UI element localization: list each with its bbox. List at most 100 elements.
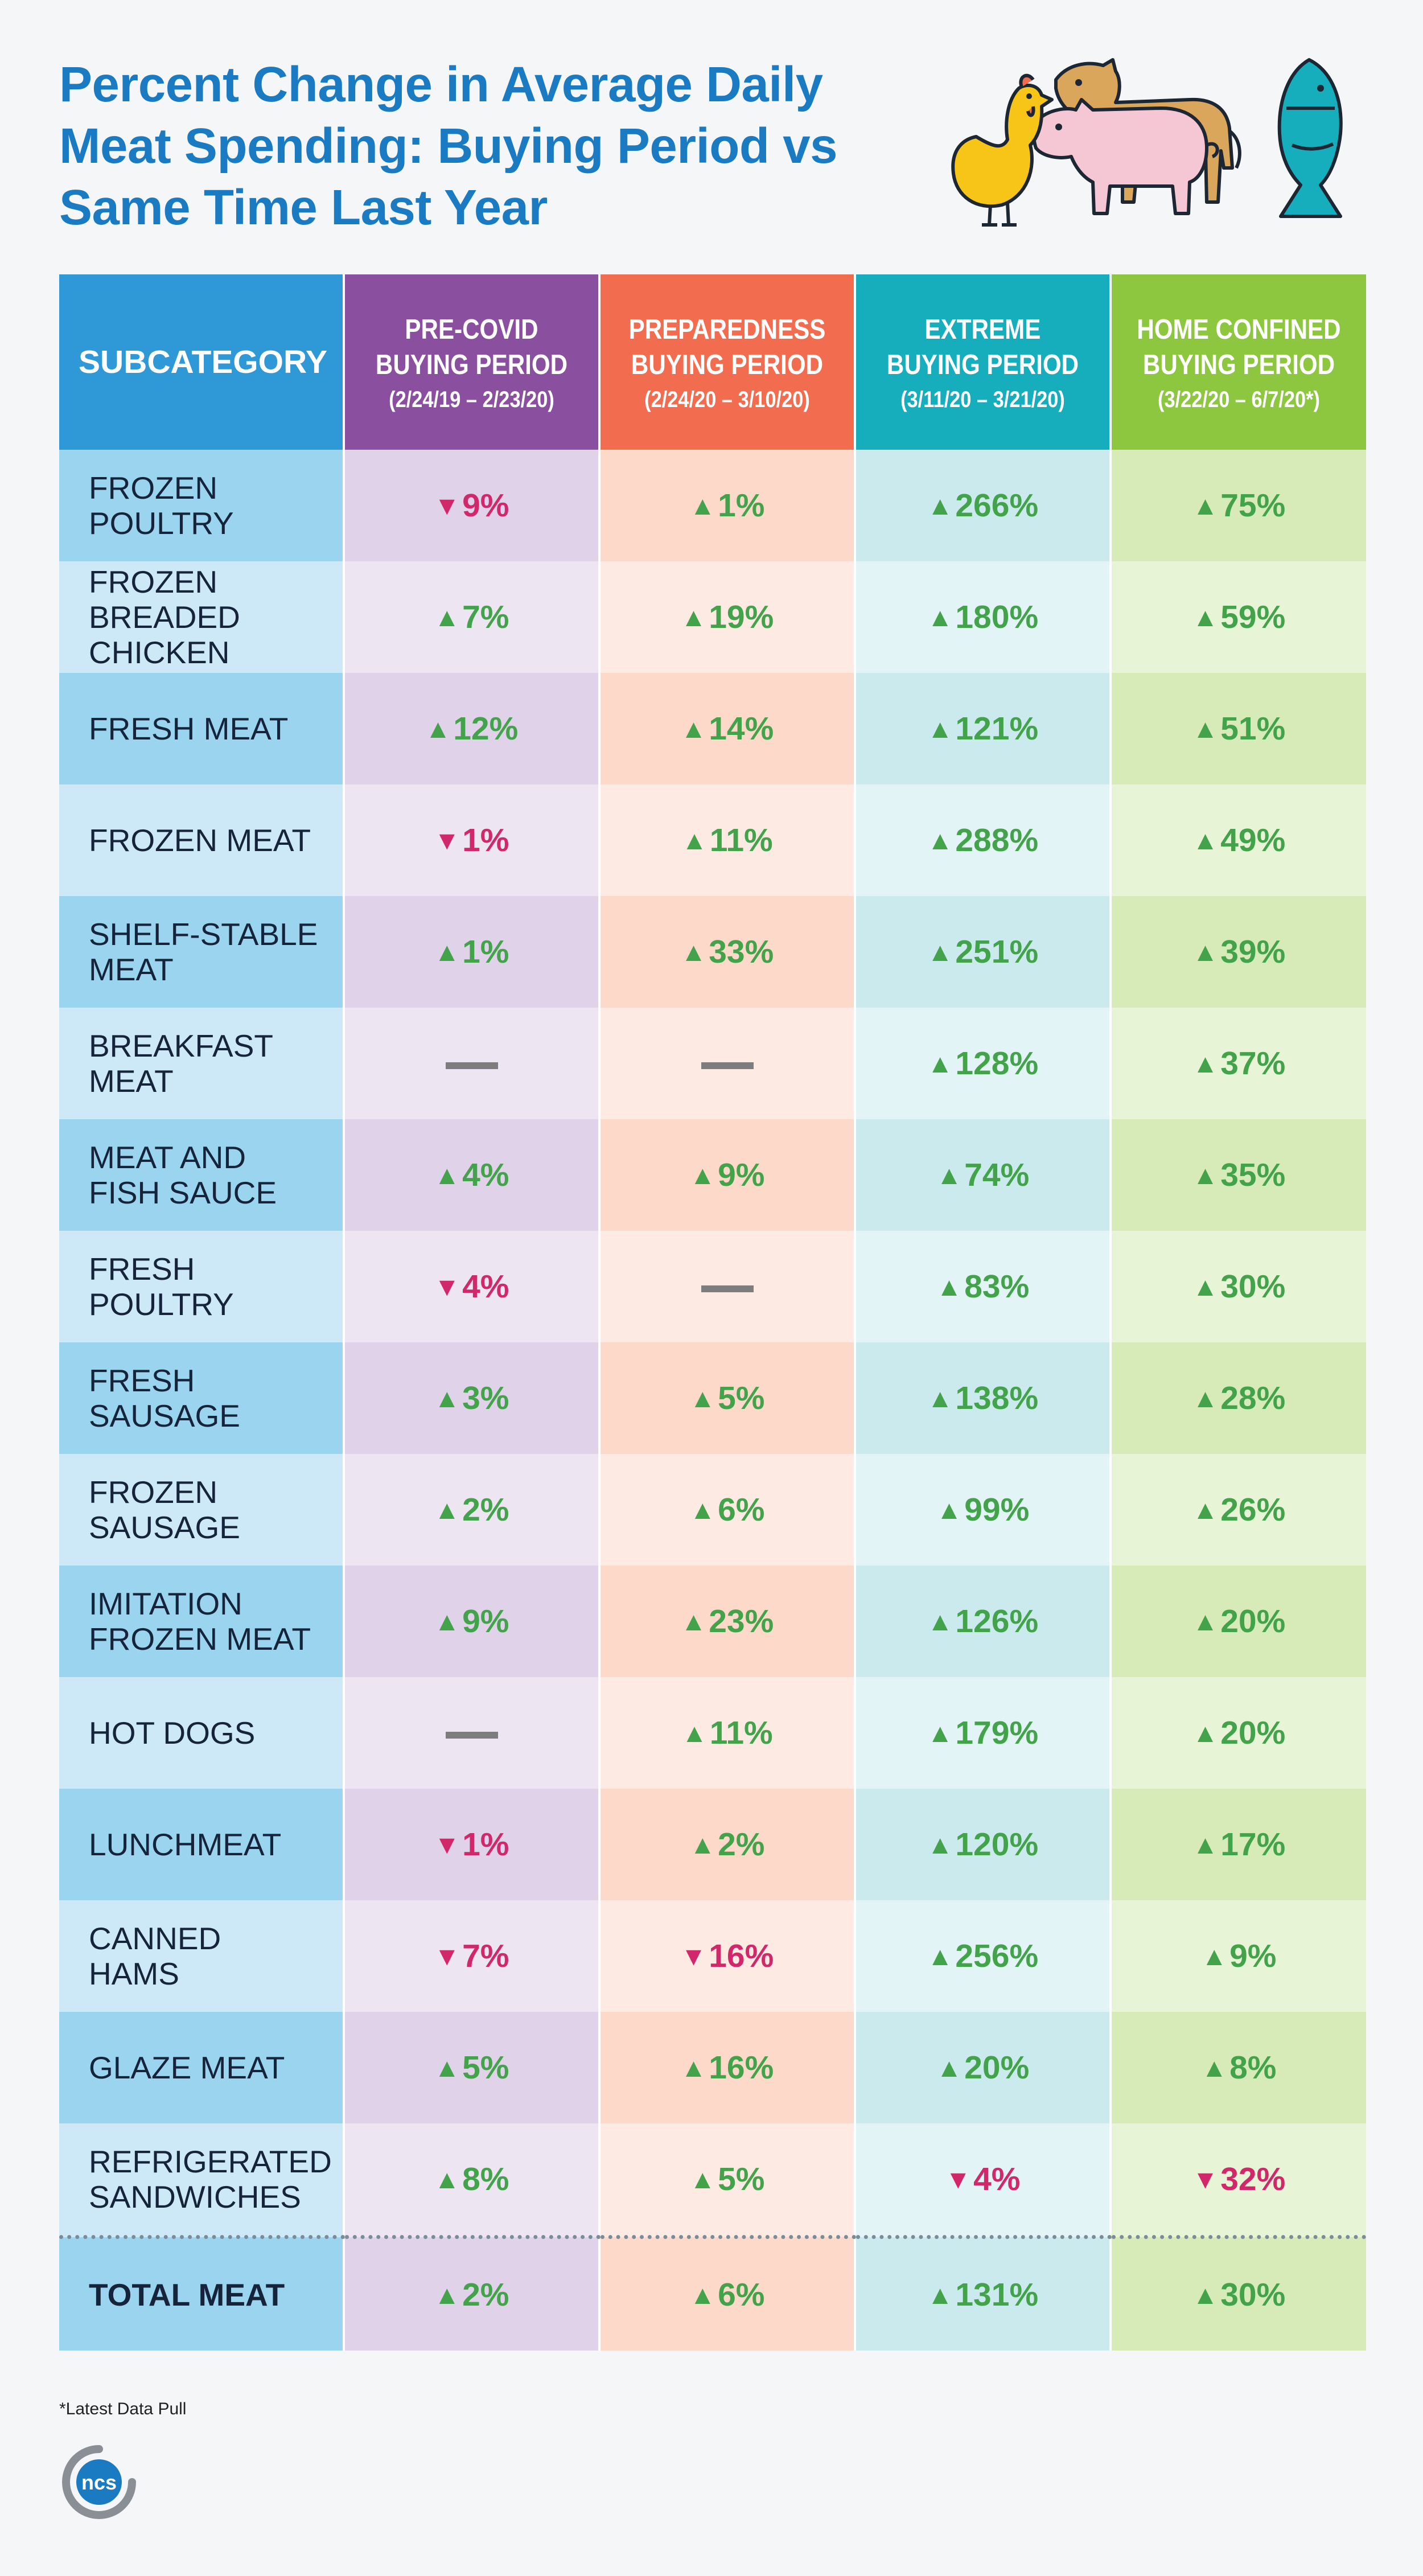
table-row: REFRIGERATED SANDWICHES ▲8% ▲5% ▼4% ▼32% — [59, 2123, 1366, 2237]
triangle-up-icon: ▲ — [425, 714, 451, 743]
period-name-line2: BUYING PERIOD — [1142, 349, 1335, 380]
subcategory-label-line: FRESH — [89, 1251, 195, 1287]
value-cell — [599, 1008, 856, 1119]
value-text: 99% — [964, 1492, 1030, 1528]
value-text: 138% — [955, 1380, 1039, 1416]
ncs-logo-icon: ncs — [62, 2445, 136, 2519]
value-cell: ▲26% — [1111, 1454, 1366, 1566]
value-text: 12% — [453, 710, 519, 747]
value-cell — [599, 1231, 856, 1342]
triangle-up-icon: ▲ — [1192, 1160, 1219, 1190]
subcategory-label: FRESH MEAT — [59, 673, 345, 784]
subcategory-label-line: REFRIGERATED — [89, 2144, 332, 2179]
triangle-up-icon: ▲ — [1201, 1941, 1228, 1971]
subcategory-label-line: SAUSAGE — [89, 1510, 240, 1545]
subcategory-label-line: FROZEN MEAT — [89, 823, 311, 858]
triangle-up-icon: ▲ — [681, 1718, 708, 1748]
triangle-down-icon: ▼ — [434, 1941, 460, 1971]
value-cell: ▼1% — [344, 784, 601, 896]
animals-illustration — [951, 58, 1343, 227]
value-text: 14% — [709, 710, 774, 747]
fish-icon — [1277, 58, 1343, 218]
subcategory-label: FROZEN MEAT — [59, 784, 345, 896]
triangle-up-icon: ▲ — [927, 602, 953, 632]
triangle-up-icon: ▲ — [1192, 1718, 1219, 1748]
triangle-up-icon: ▲ — [1192, 825, 1219, 855]
value-cell: ▲121% — [855, 673, 1112, 784]
table-row: GLAZE MEAT ▲5% ▲16% ▲20% ▲8% — [59, 2012, 1366, 2123]
value-cell: ▲35% — [1111, 1119, 1366, 1231]
subcategory-label: MEAT AND FISH SAUCE — [59, 1119, 345, 1231]
subcategory-label-line: IMITATION — [89, 1586, 242, 1621]
table-row: FRESH MEAT ▲12% ▲14% ▲121% ▲51% — [59, 673, 1366, 784]
triangle-up-icon: ▲ — [927, 1830, 953, 1859]
triangle-up-icon: ▲ — [927, 1383, 953, 1413]
triangle-up-icon: ▲ — [434, 2164, 460, 2194]
value-cell: ▲20% — [855, 2012, 1112, 2123]
triangle-down-icon: ▼ — [434, 491, 460, 520]
value-text: 1% — [462, 1826, 509, 1863]
value-text: 37% — [1220, 1045, 1286, 1082]
period-name-line1: PRE-COVID — [405, 314, 538, 345]
value-text: 8% — [462, 2161, 509, 2197]
value-text: 20% — [1220, 1603, 1286, 1640]
value-text: 3% — [462, 1380, 509, 1416]
triangle-up-icon: ▲ — [1192, 1607, 1219, 1636]
value-text: 266% — [955, 487, 1039, 524]
value-text: 23% — [709, 1603, 774, 1640]
value-text: 75% — [1220, 487, 1286, 524]
table-row: FRESH SAUSAGE ▲3% ▲5% ▲138% ▲28% — [59, 1342, 1366, 1454]
value-cell: ▲6% — [599, 2235, 856, 2351]
value-cell: ▲20% — [1111, 1566, 1366, 1677]
triangle-up-icon: ▲ — [1192, 491, 1219, 520]
value-cell: ▲5% — [599, 1342, 856, 1454]
value-text: 8% — [1229, 2049, 1277, 2086]
value-text: 4% — [462, 1268, 509, 1305]
value-text: 9% — [718, 1157, 765, 1193]
table-row: FROZEN SAUSAGE ▲2% ▲6% ▲99% ▲26% — [59, 1454, 1366, 1566]
triangle-up-icon: ▲ — [680, 1607, 707, 1636]
period-header-extreme: EXTREME BUYING PERIOD (3/11/20 – 3/21/20… — [855, 274, 1112, 450]
value-cell: ▲266% — [855, 450, 1112, 561]
triangle-up-icon: ▲ — [434, 1607, 460, 1636]
value-text: 6% — [718, 2277, 765, 2313]
value-text: 11% — [709, 822, 773, 858]
triangle-up-icon: ▲ — [1192, 1495, 1219, 1525]
value-cell: ▲19% — [599, 561, 856, 673]
title-line-2: Meat Spending: Buying Period vs — [59, 118, 837, 174]
triangle-up-icon: ▲ — [689, 2280, 716, 2310]
value-cell: ▲9% — [1111, 1900, 1366, 2012]
value-text: 30% — [1220, 1268, 1286, 1305]
subcategory-label: CANNED HAMS — [59, 1900, 345, 2012]
value-cell: ▲251% — [855, 896, 1112, 1008]
value-cell: ▲1% — [344, 896, 601, 1008]
value-cell: ▲5% — [344, 2012, 601, 2123]
table-row: FROZEN POULTRY ▼9% ▲1% ▲266% ▲75% — [59, 450, 1366, 561]
value-cell: ▲37% — [1111, 1008, 1366, 1119]
value-text: 16% — [709, 1938, 774, 1974]
subcategory-label-line: CHICKEN — [89, 635, 230, 670]
subcategory-label: GLAZE MEAT — [59, 2012, 345, 2123]
value-text: 83% — [964, 1268, 1030, 1305]
triangle-up-icon: ▲ — [1192, 1272, 1219, 1301]
value-cell: ▲17% — [1111, 1789, 1366, 1900]
triangle-up-icon: ▲ — [936, 2053, 963, 2082]
value-cell: ▲28% — [1111, 1342, 1366, 1454]
subcategory-label-line: FROZEN MEAT — [89, 1621, 311, 1657]
value-text: 33% — [709, 934, 774, 970]
value-text: 5% — [718, 1380, 765, 1416]
value-text: 1% — [462, 934, 509, 970]
value-text: 17% — [1220, 1826, 1286, 1863]
value-cell: ▲9% — [344, 1566, 601, 1677]
subcategory-label: REFRIGERATED SANDWICHES — [59, 2123, 345, 2237]
table-row: FROZEN BREADED CHICKEN ▲7% ▲19% ▲180% ▲59% — [59, 561, 1366, 673]
no-change-dash-icon — [445, 1731, 498, 1739]
value-cell: ▲30% — [1111, 2235, 1366, 2351]
value-cell: ▲179% — [855, 1677, 1112, 1789]
triangle-up-icon: ▲ — [680, 714, 707, 743]
subcategory-label-line: BREAKFAST — [89, 1028, 273, 1063]
table-row: HOT DOGS ▲11% ▲179% ▲20% — [59, 1677, 1366, 1789]
table-body: FROZEN POULTRY ▼9% ▲1% ▲266% ▲75% FROZEN BREADE… — [59, 450, 1366, 2351]
no-change-dash-icon — [445, 1062, 498, 1069]
triangle-up-icon: ▲ — [927, 714, 953, 743]
